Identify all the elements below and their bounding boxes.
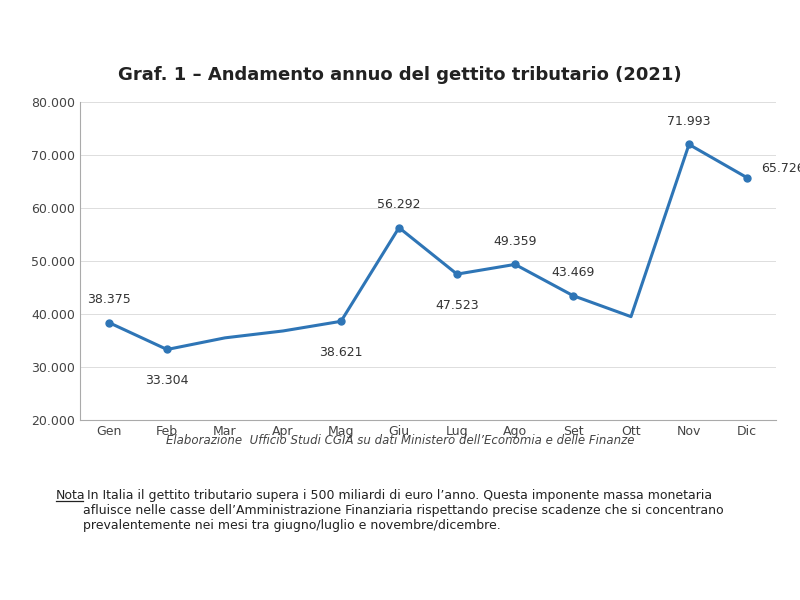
Text: 38.375: 38.375 xyxy=(87,293,131,306)
Text: 56.292: 56.292 xyxy=(378,198,421,211)
Text: 38.621: 38.621 xyxy=(319,346,362,359)
Text: Nota: Nota xyxy=(56,489,86,502)
Text: 49.359: 49.359 xyxy=(494,235,537,248)
Text: 33.304: 33.304 xyxy=(146,374,189,388)
Text: 43.469: 43.469 xyxy=(551,266,594,279)
Text: Elaborazione  Ufficio Studi CGIA su dati Ministero dell’Economia e delle Finanze: Elaborazione Ufficio Studi CGIA su dati … xyxy=(166,434,634,448)
Text: 71.993: 71.993 xyxy=(667,115,710,128)
Text: In Italia il gettito tributario supera i 500 miliardi di euro l’anno. Questa imp: In Italia il gettito tributario supera i… xyxy=(83,489,724,532)
Text: Graf. 1 – Andamento annuo del gettito tributario (2021): Graf. 1 – Andamento annuo del gettito tr… xyxy=(118,66,682,84)
Text: 65.726: 65.726 xyxy=(761,162,800,175)
Text: 47.523: 47.523 xyxy=(435,299,479,312)
